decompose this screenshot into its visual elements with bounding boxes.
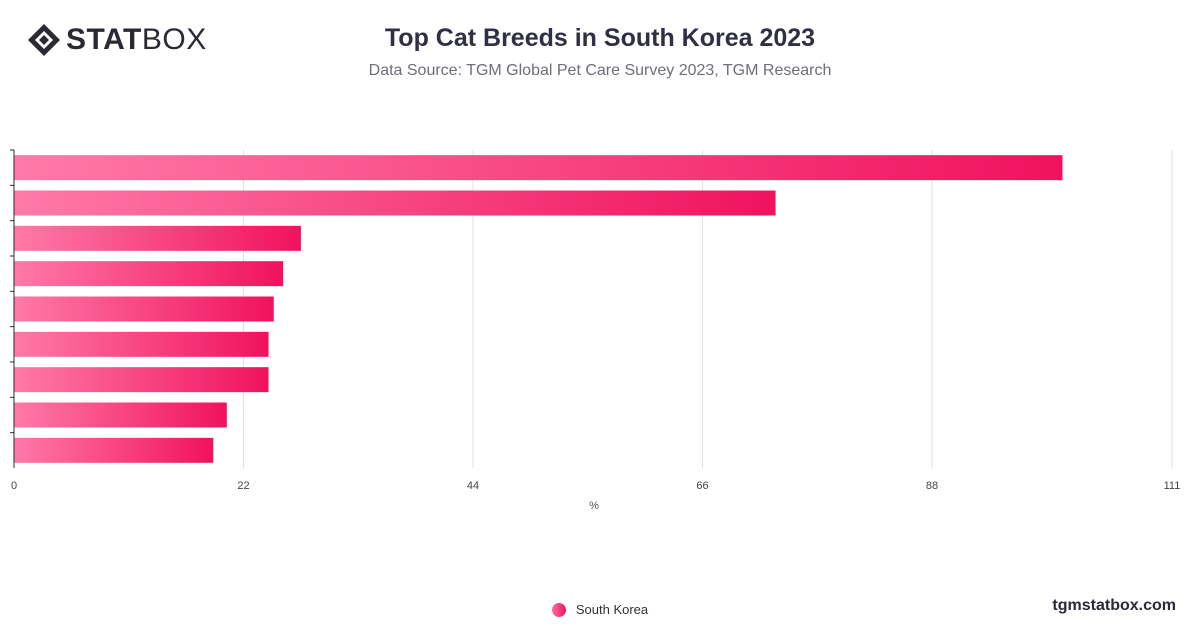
x-tick-label: 66: [696, 480, 708, 492]
logo-wordmark-light: BOX: [141, 23, 207, 56]
axis: [10, 149, 15, 468]
footer-site: tgmstatbox.com: [1052, 597, 1176, 614]
x-tick-label: 22: [237, 480, 249, 492]
x-axis-label: %: [589, 500, 599, 512]
logo-wordmark: STATBOX: [66, 25, 207, 55]
logo-wordmark-bold: STAT: [66, 23, 142, 56]
bar[interactable]: [14, 367, 269, 393]
bars: [14, 155, 1063, 463]
legend[interactable]: South Korea: [0, 602, 1200, 617]
tick-labels: 0 22 44 66 88 111: [11, 480, 1180, 492]
chart-subtitle: Data Source: TGM Global Pet Care Survey …: [368, 62, 832, 79]
bar[interactable]: [14, 155, 1063, 181]
statbox-logo: STATBOX: [26, 22, 207, 58]
bar[interactable]: [14, 190, 776, 216]
x-tick-label: 0: [11, 480, 17, 492]
x-tick-label: 88: [926, 480, 938, 492]
x-tick-label: 44: [467, 480, 479, 492]
bar[interactable]: [14, 225, 301, 251]
x-tick-label: 111: [1164, 480, 1181, 492]
bar[interactable]: [14, 261, 284, 287]
bar[interactable]: [14, 331, 269, 357]
bar-chart: 0 22 44 66 88 111 %: [10, 149, 1180, 512]
bar[interactable]: [14, 296, 274, 322]
statbox-diamond-icon: [28, 24, 60, 56]
bar[interactable]: [14, 437, 214, 463]
bar[interactable]: [14, 402, 227, 428]
legend-label: South Korea: [575, 602, 649, 617]
legend-marker: [551, 602, 566, 617]
chart-title: Top Cat Breeds in South Korea 2023: [384, 24, 816, 52]
